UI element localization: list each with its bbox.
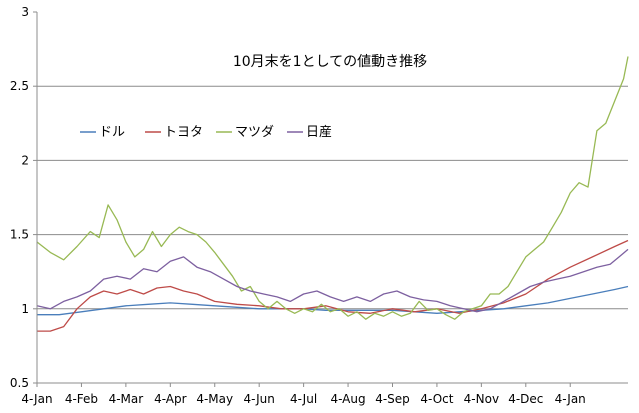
gridlines [37, 85, 628, 310]
x-tick-label: 4-Apr [154, 392, 187, 406]
y-tick-label: 1 [21, 302, 29, 316]
series-line-1 [37, 239, 629, 332]
series-line-3 [36, 248, 629, 313]
legend-label: ドル [99, 125, 125, 140]
x-tick-label: 4-Feb [65, 392, 98, 406]
series-lines [36, 56, 629, 332]
x-tick-label: 4-Nov [464, 392, 499, 406]
y-tick-label: 2.5 [10, 79, 29, 93]
x-tick-label: 4-Sep [375, 392, 410, 406]
series-line-0 [37, 285, 629, 316]
x-tick-label: 4-Jan [555, 392, 586, 406]
legend-label: トヨタ [164, 125, 203, 140]
y-tick-label: 0.5 [10, 376, 29, 390]
legend-label: マツダ [235, 125, 274, 140]
x-tick-label: 4-Jun [243, 392, 274, 406]
series-line-2 [36, 56, 629, 320]
y-tick-label: 3 [21, 5, 29, 19]
x-tick-label: 4-Mar [109, 392, 144, 406]
x-axis-ticks: 4-Jan 4-Feb 4-Mar 4-Apr 4-May 4-Jun 4-Jul 4-Aug… [21, 383, 586, 406]
y-tick-label: 1.5 [10, 228, 29, 242]
legend-label: 日産 [306, 124, 332, 140]
chart-title: 10月末を1としての値動き推移 [233, 54, 427, 70]
x-tick-label: 4-Jul [290, 392, 317, 406]
y-tick-label: 2 [21, 153, 29, 167]
x-tick-label: 4-May [196, 392, 233, 406]
x-tick-label: 4-Jan [21, 392, 52, 406]
x-tick-label: 4-Dec [508, 392, 543, 406]
x-tick-label: 4-Oct [420, 392, 453, 406]
y-axis-ticks: 0.5 1 1.5 2 2.5 3 [10, 5, 37, 390]
legend: ドル トヨタ マツダ 日産 [80, 124, 332, 140]
x-tick-label: 4-Aug [330, 392, 365, 406]
